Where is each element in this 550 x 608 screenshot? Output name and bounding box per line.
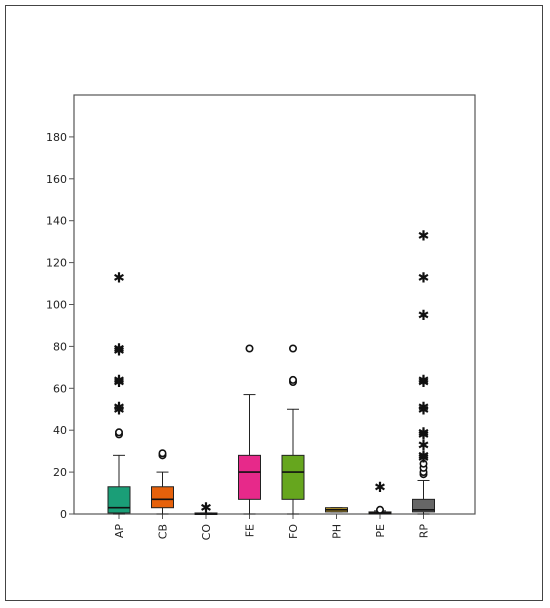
- outlier-extreme-ap: ✱: [113, 270, 125, 286]
- x-tick-label-fe: FE: [244, 524, 257, 537]
- y-tick-label: 20: [53, 466, 67, 479]
- outlier-circle-fo: [288, 344, 297, 353]
- y-tick-label: 140: [46, 215, 67, 228]
- outlier-extreme-rp: ✱: [418, 402, 430, 418]
- outlier-extreme-rp: ✱: [418, 308, 430, 324]
- box-ap: [107, 486, 131, 514]
- outlier-extreme-rp: ✱: [418, 373, 430, 389]
- x-tick-label-pe: PE: [374, 524, 387, 538]
- y-tick-label: 120: [46, 257, 67, 270]
- outlier-extreme-co: ✱: [200, 501, 212, 517]
- box-fe: [238, 454, 261, 500]
- y-tick-label: 40: [53, 424, 67, 437]
- x-tick-label-co: CO: [200, 524, 213, 541]
- outlier-extreme-ap: ✱: [113, 341, 125, 357]
- outlier-extreme-ap: ✱: [113, 400, 125, 416]
- outlier-extreme-pe: ✱: [374, 480, 386, 496]
- outlier-extreme-ap: ✱: [113, 373, 125, 389]
- y-tick-label: 180: [46, 131, 67, 144]
- outlier-extreme-ap: ✱: [113, 344, 125, 360]
- x-tick-label-ph: PH: [331, 524, 344, 539]
- box-cb: [151, 486, 174, 509]
- x-tick-label-rp: RP: [418, 524, 431, 539]
- box-fo: [281, 454, 305, 500]
- y-tick-label: 60: [53, 382, 67, 395]
- box-rp: [412, 498, 435, 513]
- outlier-circle-cb: [158, 449, 167, 458]
- y-tick-label: 100: [46, 299, 67, 312]
- outlier-extreme-ap: ✱: [113, 402, 125, 418]
- outlier-extreme-rp: ✱: [418, 400, 430, 416]
- outlier-extreme-rp: ✱: [418, 448, 430, 464]
- x-tick-label-ap: AP: [113, 524, 126, 539]
- y-tick-label: 80: [53, 340, 67, 353]
- outlier-circle-pe: [375, 505, 384, 514]
- x-tick-label-fo: FO: [287, 524, 300, 539]
- outlier-extreme-rp: ✱: [418, 438, 430, 454]
- outlier-circle-fo: [288, 375, 297, 384]
- outlier-circle-rp: [419, 459, 428, 468]
- outlier-extreme-rp: ✱: [418, 228, 430, 244]
- outlier-circle-ap: [115, 428, 124, 437]
- y-tick-label: 0: [60, 508, 67, 521]
- outlier-extreme-rp: ✱: [418, 450, 430, 466]
- outlier-extreme-rp: ✱: [418, 270, 430, 286]
- x-tick-label-cb: CB: [157, 524, 170, 539]
- outlier-extreme-rp: ✱: [418, 375, 430, 391]
- outlier-circle-fe: [245, 344, 254, 353]
- outlier-extreme-ap: ✱: [113, 375, 125, 391]
- outlier-extreme-rp: ✱: [418, 425, 430, 441]
- plot-area: [73, 94, 476, 515]
- y-tick-label: 160: [46, 173, 67, 186]
- chart-frame: [5, 5, 543, 601]
- outlier-extreme-rp: ✱: [418, 427, 430, 443]
